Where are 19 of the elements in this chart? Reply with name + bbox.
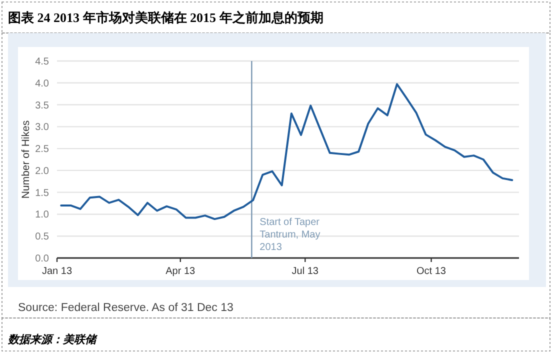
chart-title: 图表 24 2013 年市场对美联储在 2015 年之前加息的预期 (8, 10, 324, 25)
y-tick-label: 0.5 (35, 232, 50, 243)
y-tick-label: 1.0 (35, 210, 50, 221)
y-tick-label: 3.5 (35, 100, 50, 112)
y-tick-label: 2.5 (35, 144, 50, 156)
y-tick-label: 1.5 (35, 188, 50, 199)
y-axis-title: Number of Hikes (20, 120, 32, 199)
source-note: Source: Federal Reserve. As of 31 Dec 13 (18, 302, 234, 314)
y-tick-label: 0.0 (35, 254, 50, 264)
y-tick-label: 4.5 (35, 56, 50, 68)
y-tick-label: 3.0 (35, 122, 50, 134)
x-tick-label: Oct 13 (416, 266, 446, 277)
x-tick-label: Apr 13 (166, 266, 196, 277)
y-tick-label: 4.0 (35, 78, 50, 90)
x-tick-label: Jan 13 (42, 266, 72, 277)
y-tick-label: 2.0 (35, 166, 50, 177)
ref-line-label: Start of Taper Tantrum, May 2013 (260, 217, 320, 253)
x-tick-label: Jul 13 (292, 266, 319, 277)
source-note: 数据来源：美联储 (7, 333, 98, 346)
